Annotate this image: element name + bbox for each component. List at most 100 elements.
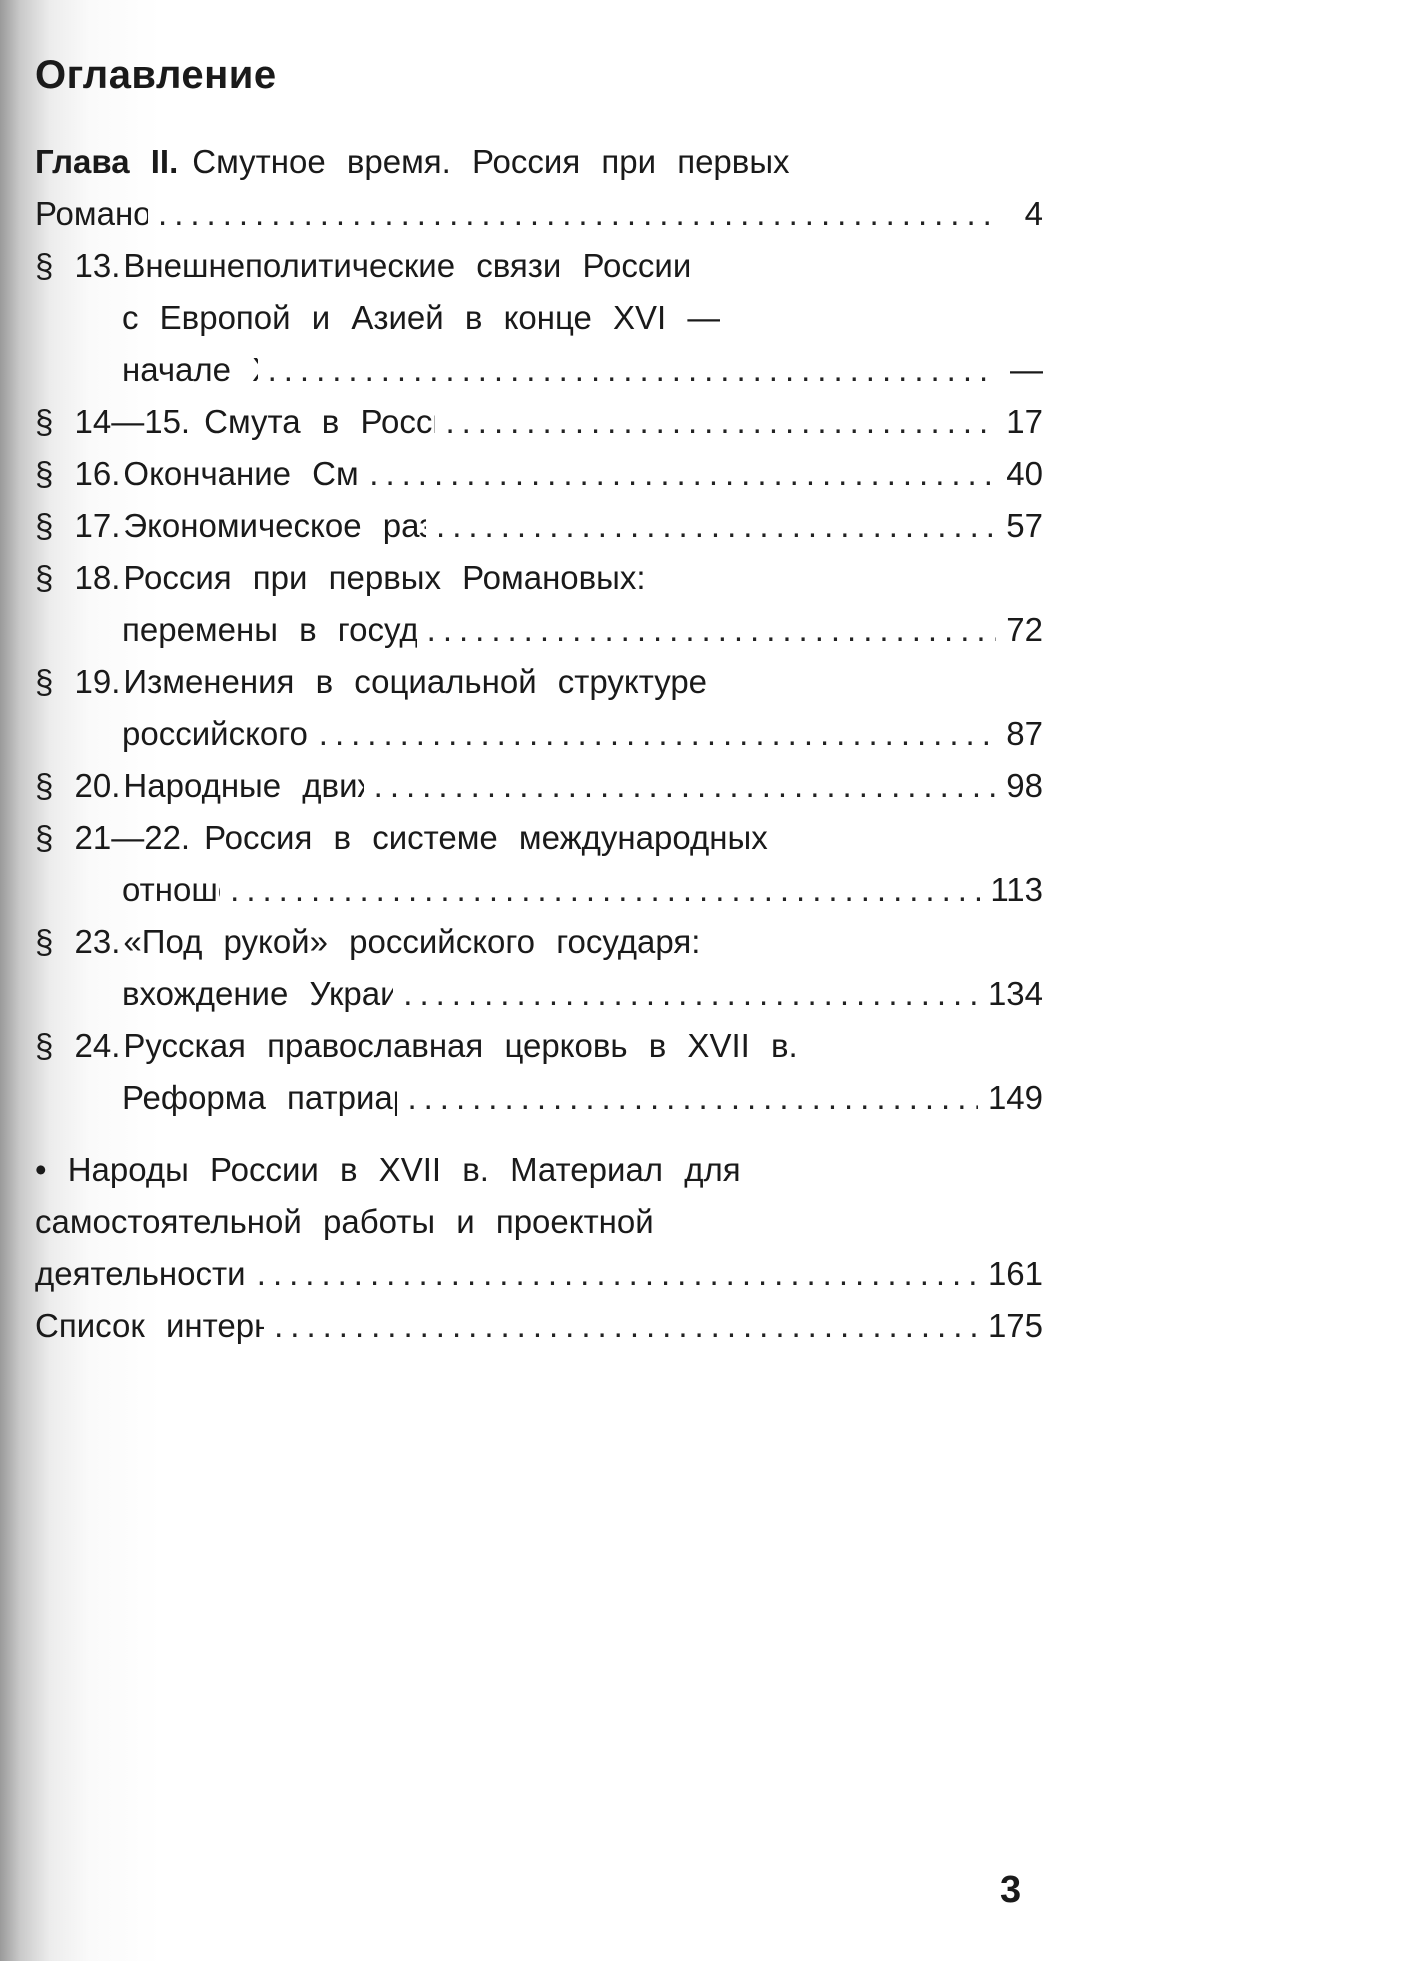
toc-entry: § 18. Россия при первых Романовых: перемен…	[35, 552, 1043, 656]
section-title: отношений	[122, 871, 220, 908]
toc-entry: § 14—15. Смута в Российском государстве..…	[35, 396, 1043, 448]
section-number: § 18.	[35, 559, 121, 596]
section-number: § 19.	[35, 663, 121, 700]
section-title: самостоятельной работы и проектной	[35, 1203, 654, 1240]
section-number: § 20.	[35, 767, 121, 804]
section-number: § 21—22.	[35, 819, 191, 856]
section-title: Смутное время. Россия при первых	[192, 143, 790, 180]
toc-chapter: Глава II. Смутное время. Россия при первы…	[35, 136, 1043, 240]
page-ref: 175	[987, 1307, 1043, 1344]
toc-line: Список интернет-ресурсов................…	[35, 1300, 1043, 1352]
section-title: Экономическое развитие России в XVII в.	[123, 507, 426, 544]
dot-leader: ........................................…	[445, 403, 996, 440]
section-title: Окончание Смутного времени	[123, 455, 360, 492]
dot-leader: ........................................…	[318, 715, 997, 752]
section-title: Романовых	[35, 195, 149, 232]
section-title: Смута в Российском государстве	[204, 403, 435, 440]
section-title: перемены в государственном устройстве	[122, 611, 417, 648]
toc-entry: § 21—22. Россия в системе международных от…	[35, 812, 1043, 916]
dot-leader: ........................................…	[256, 1255, 978, 1292]
toc-line: Глава II. Смутное время. Россия при первы…	[35, 136, 1043, 188]
page-ref: 98	[1006, 767, 1043, 804]
section-title: Россия при первых Романовых:	[123, 559, 646, 596]
dot-leader: ........................................…	[426, 611, 997, 648]
section-number: § 24.	[35, 1027, 121, 1064]
section-number: § 13.	[35, 247, 121, 284]
table-of-contents: Глава II. Смутное время. Россия при первы…	[35, 136, 1043, 1352]
page-ref: 57	[1006, 507, 1043, 544]
section-number: § 16.	[35, 455, 121, 492]
page-ref: 113	[990, 871, 1043, 908]
toc-appendix-entry: Список интернет-ресурсов................…	[35, 1300, 1043, 1352]
section-number: § 17.	[35, 507, 121, 544]
section-title: российского общества	[122, 715, 309, 752]
toc-line: российского общества....................…	[35, 708, 1043, 760]
toc-line: § 14—15. Смута в Российском государстве..…	[35, 396, 1043, 448]
toc-line: отношений...............................…	[35, 864, 1043, 916]
toc-line: Романовых...............................…	[35, 188, 1043, 240]
spacer	[35, 1124, 1043, 1144]
dot-leader: ........................................…	[267, 351, 997, 388]
toc-line: § 13. Внешнеполитические связи России	[35, 240, 1043, 292]
toc-line: § 16.Окончание Смутного времени.........…	[35, 448, 1043, 500]
toc-entry: § 17.Экономическое развитие России в XVI…	[35, 500, 1043, 552]
section-title: с Европой и Азией в конце XVI —	[122, 299, 721, 336]
toc-line: § 21—22. Россия в системе международных	[35, 812, 1043, 864]
section-title: «Под рукой» российского государя:	[123, 923, 701, 960]
page-ref: 149	[987, 1079, 1043, 1116]
page-ref: —	[1010, 351, 1043, 388]
toc-line: § 19. Изменения в социальной структуре	[35, 656, 1043, 708]
section-title: Народные движения в XVII в.	[123, 767, 363, 804]
dot-leader: ........................................…	[274, 1307, 978, 1344]
toc-entry: § 23. «Под рукой» российского государя: вх…	[35, 916, 1043, 1020]
section-title: деятельности учащихся	[35, 1255, 247, 1292]
page-ref: 161	[987, 1255, 1043, 1292]
page-ref: 134	[987, 975, 1043, 1012]
toc-line: § 18. Россия при первых Романовых:	[35, 552, 1043, 604]
toc-entry: § 19. Изменения в социальной структуре рос…	[35, 656, 1043, 760]
toc-line: вхождение Украины в состав России.......…	[35, 968, 1043, 1020]
dot-leader: ........................................…	[403, 975, 978, 1012]
toc-line: начале XVII в...........................…	[35, 344, 1043, 396]
toc-entry: § 16.Окончание Смутного времени.........…	[35, 448, 1043, 500]
toc-line: • Народы России в XVII в. Материал для	[35, 1144, 1043, 1196]
section-number: § 23.	[35, 923, 121, 960]
dot-leader: ........................................…	[369, 455, 997, 492]
toc-line: § 17.Экономическое развитие России в XVI…	[35, 500, 1043, 552]
section-title: Внешнеполитические связи России	[123, 247, 692, 284]
toc-line: с Европой и Азией в конце XVI —	[35, 292, 1043, 344]
toc-line: перемены в государственном устройстве...…	[35, 604, 1043, 656]
page-ref: 40	[1006, 455, 1043, 492]
section-title: начале XVII в.	[122, 351, 258, 388]
toc-line: § 23. «Под рукой» российского государя:	[35, 916, 1043, 968]
section-number: Глава II.	[35, 143, 179, 180]
page-title: Оглавление	[35, 53, 277, 97]
page-ref: 17	[1006, 403, 1043, 440]
toc-entry: § 24. Русская православная церковь в XVII…	[35, 1020, 1043, 1124]
section-title: Русская православная церковь в XVII в.	[123, 1027, 798, 1064]
dot-leader: ........................................…	[407, 1079, 977, 1116]
toc-entry: § 13. Внешнеполитические связи России с Ев…	[35, 240, 1043, 396]
dot-leader: ........................................…	[436, 507, 997, 544]
section-number: § 14—15.	[35, 403, 191, 440]
dot-leader: ........................................…	[158, 195, 997, 232]
dot-leader: ........................................…	[230, 871, 980, 908]
page-number: 3	[1000, 1869, 1022, 1911]
toc-line: Реформа патриарха Никона и Раскол.......…	[35, 1072, 1043, 1124]
section-title: Россия в системе международных	[204, 819, 768, 856]
page-ref: 72	[1006, 611, 1043, 648]
toc-line: § 24. Русская православная церковь в XVII…	[35, 1020, 1043, 1072]
section-title: • Народы России в XVII в. Материал для	[35, 1151, 741, 1188]
section-title: Реформа патриарха Никона и Раскол	[122, 1079, 397, 1116]
toc-line: самостоятельной работы и проектной	[35, 1196, 1043, 1248]
section-title: Изменения в социальной структуре	[123, 663, 708, 700]
toc-line: § 20.Народные движения в XVII в.........…	[35, 760, 1043, 812]
dot-leader: ........................................…	[373, 767, 997, 804]
section-title: вхождение Украины в состав России	[122, 975, 394, 1012]
page-ref: 4	[1024, 195, 1043, 232]
toc-appendix-entry: • Народы России в XVII в. Материал для са…	[35, 1144, 1043, 1300]
section-title: Список интернет-ресурсов	[35, 1307, 265, 1344]
toc-entry: § 20.Народные движения в XVII в.........…	[35, 760, 1043, 812]
toc-line: деятельности учащихся...................…	[35, 1248, 1043, 1300]
page-ref: 87	[1006, 715, 1043, 752]
